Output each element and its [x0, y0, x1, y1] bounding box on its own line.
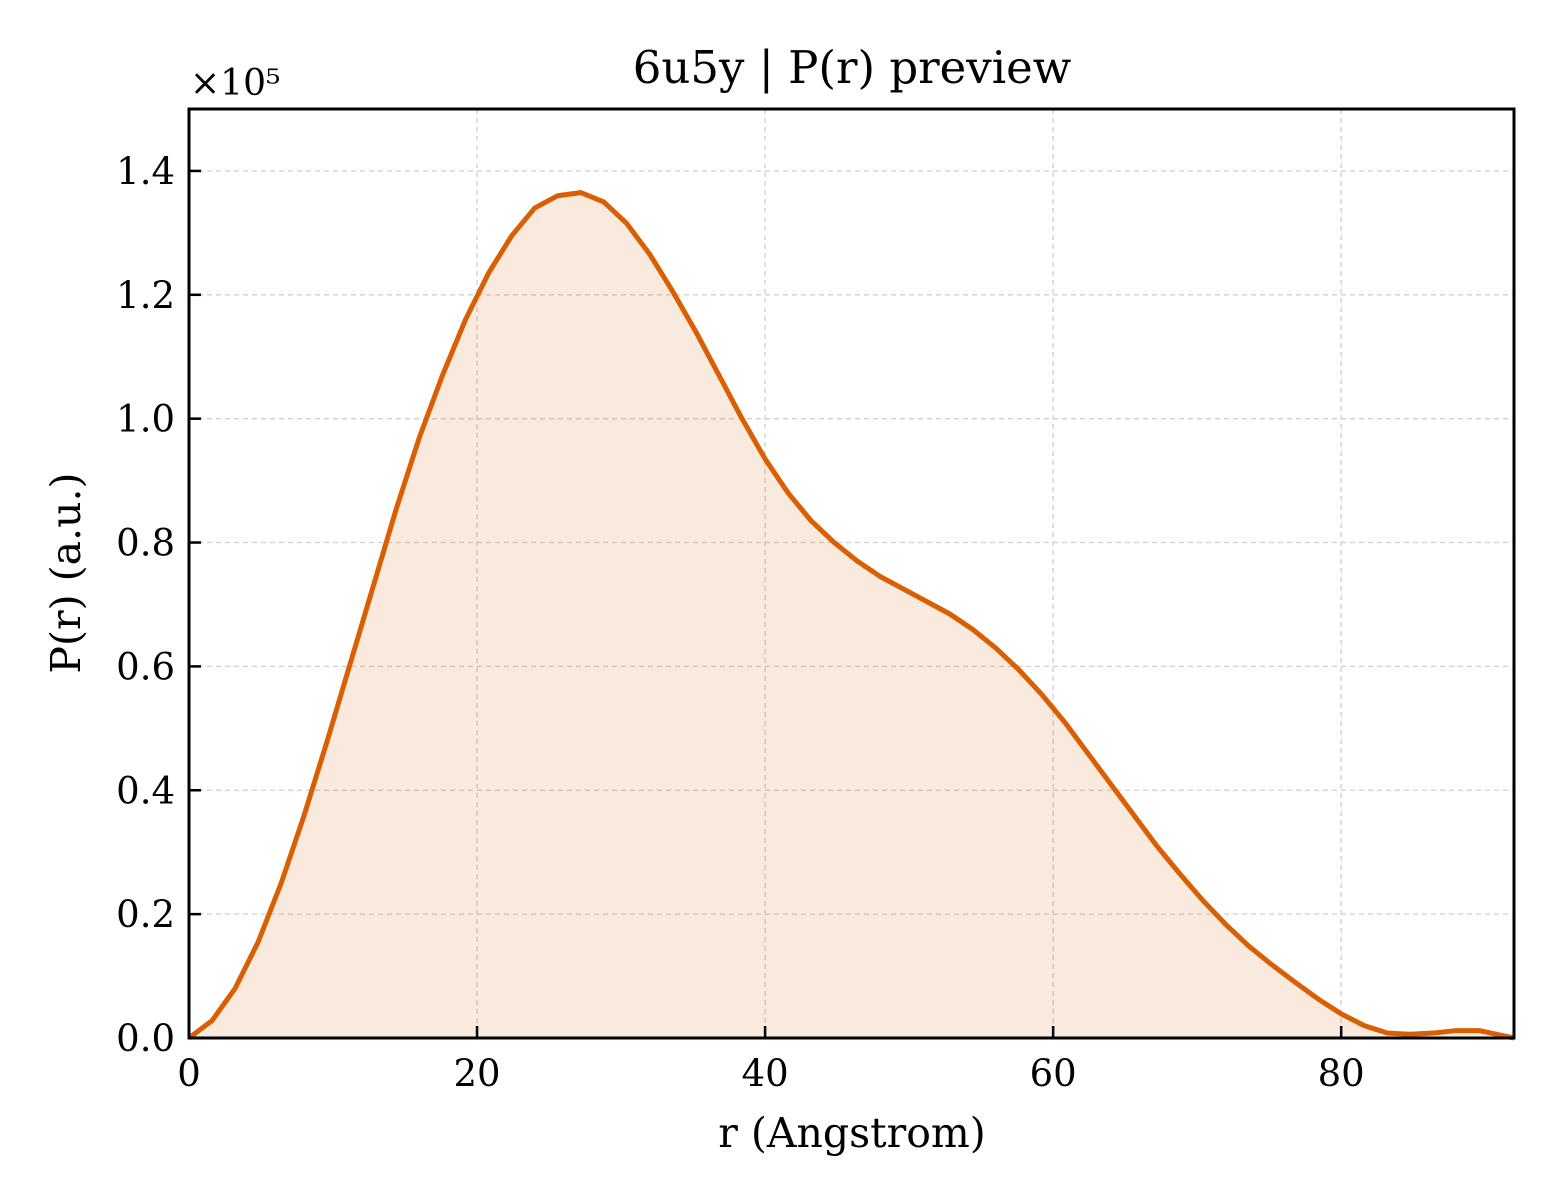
y-tick-label: 1.2: [116, 274, 175, 317]
grid-layer: [189, 109, 1514, 1038]
x-tick-label: 20: [453, 1052, 500, 1095]
y-tick-label: 0.2: [116, 893, 175, 936]
pr-series-line: [187, 190, 1515, 1041]
y-tick-label: 0.0: [116, 1017, 175, 1060]
y-tick-label: 1.4: [116, 150, 175, 193]
pr-area-fill: [189, 192, 1514, 1039]
tick-layer: 0 20 40 60 80 0.0 0.2 0.4 0.6 0.8 1.0 1.2 1.4: [116, 150, 1365, 1095]
x-tick-label: 80: [1318, 1052, 1365, 1095]
plot-frame: [187, 107, 1516, 1040]
y-tick-label: 0.4: [116, 769, 175, 812]
y-axis-label: P(r) (a.u.): [42, 472, 90, 673]
y-tick-label: 1.0: [116, 398, 175, 441]
chart-title: 6u5y | P(r) preview: [633, 41, 1072, 94]
x-axis-label: r (Angstrom): [718, 1109, 986, 1157]
y-tick-label: 0.6: [116, 645, 175, 688]
x-tick-label: 40: [742, 1052, 789, 1095]
x-tick-label: 0: [177, 1052, 201, 1095]
y-tick-label: 0.8: [116, 522, 175, 565]
x-tick-label: 60: [1030, 1052, 1077, 1095]
y-offset-label: ×10⁵: [190, 63, 280, 104]
